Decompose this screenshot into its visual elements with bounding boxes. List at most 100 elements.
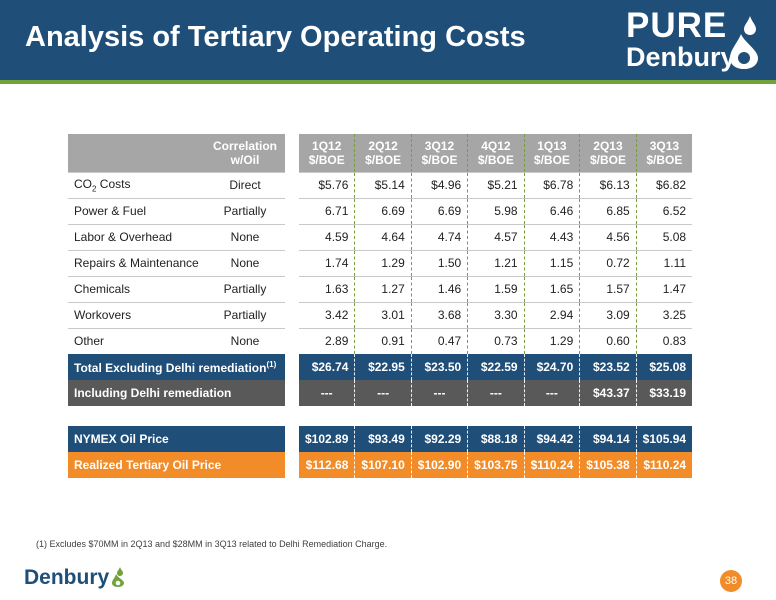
row-value: 1.74 [299, 249, 355, 276]
footer-denbury-logo: Denbury [24, 566, 110, 589]
logo-denbury-text: Denbury [626, 42, 736, 72]
row-value: 1.63 [299, 275, 355, 302]
row-value: 1.50 [410, 249, 468, 276]
row-value: 1.15 [523, 249, 580, 276]
row-value: $112.68 [299, 452, 355, 478]
table-spacer [68, 406, 693, 426]
row-value: 4.74 [410, 223, 468, 250]
footnote: (1) Excludes $70MM in 2Q13 and $28MM in … [36, 539, 388, 549]
row-value: 6.52 [635, 197, 693, 224]
row-correlation: Direct [205, 171, 285, 198]
table-row: Power & Fuel Partially 6.71 6.69 6.69 5.… [68, 197, 693, 224]
column-gap [285, 250, 299, 276]
row-value: 1.11 [635, 249, 693, 276]
row-value: 1.29 [354, 249, 412, 276]
row-value: 3.09 [579, 301, 637, 328]
row-value: 3.68 [410, 301, 468, 328]
correlation-header-line2: w/Oil [230, 152, 260, 167]
row-label: Labor & Overhead [68, 223, 205, 250]
row-value: 0.60 [579, 327, 637, 354]
table-row: CO2 Costs Direct $5.76 $5.14 $4.96 $5.21… [68, 171, 693, 198]
period-quarter: 2Q13 [593, 138, 623, 153]
footer-drop-icon [112, 567, 124, 587]
row-value: --- [467, 380, 525, 406]
row-value: 6.85 [579, 197, 637, 224]
row-value: 4.59 [299, 223, 355, 250]
period-header: 1Q12 $/BOE [299, 134, 355, 172]
operating-costs-table: Correlation w/Oil 1Q12 $/BOE 2Q12 $/BOE 3Q1… [68, 134, 693, 478]
row-value: 6.46 [523, 197, 580, 224]
row-value: $22.95 [354, 354, 412, 380]
row-label-co2-costs: CO2 Costs [68, 171, 205, 198]
period-unit: $/BOE [365, 152, 402, 167]
row-value: $26.74 [299, 354, 355, 380]
row-correlation: None [205, 327, 285, 354]
realized-tertiary-oil-price-row: Realized Tertiary Oil Price $112.68 $107… [68, 452, 693, 478]
row-value: 2.89 [299, 327, 355, 354]
row-value: 3.25 [635, 301, 693, 328]
row-value: 4.57 [467, 223, 525, 250]
header-accent-line [0, 80, 776, 84]
row-value: 0.73 [467, 327, 525, 354]
row-label: Repairs & Maintenance [68, 249, 205, 276]
row-value: $110.24 [635, 452, 693, 478]
table-row: Repairs & Maintenance None 1.74 1.29 1.5… [68, 249, 693, 276]
period-header: 3Q12 $/BOE [410, 134, 468, 172]
row-value: $5.76 [299, 171, 355, 198]
water-drop-icon [730, 16, 758, 69]
including-delhi-row: Including Delhi remediation --- --- --- … [68, 380, 693, 406]
row-label: Power & Fuel [68, 197, 205, 224]
row-value: 4.64 [354, 223, 412, 250]
column-gap [285, 328, 299, 354]
row-value: 4.56 [579, 223, 637, 250]
row-value: 3.42 [299, 301, 355, 328]
header-bar [0, 0, 776, 80]
row-value: 3.01 [354, 301, 412, 328]
page-title: Analysis of Tertiary Operating Costs [25, 21, 526, 53]
column-gap [285, 452, 299, 478]
period-unit: $/BOE [589, 152, 626, 167]
row-value: 1.47 [635, 275, 693, 302]
table-row: Workovers Partially 3.42 3.01 3.68 3.30 … [68, 301, 693, 328]
period-quarter: 1Q13 [537, 138, 567, 153]
row-value: $24.70 [523, 354, 580, 380]
co2-prefix: CO [74, 176, 92, 191]
row-value: 4.43 [523, 223, 580, 250]
period-header: 1Q13 $/BOE [523, 134, 580, 172]
row-value: $22.59 [467, 354, 525, 380]
row-value: $103.75 [467, 452, 525, 478]
period-header: 2Q13 $/BOE [579, 134, 637, 172]
total-footnote-ref: (1) [266, 359, 277, 369]
column-gap [285, 172, 299, 198]
realized-label: Realized Tertiary Oil Price [68, 452, 285, 478]
table-header-row: Correlation w/Oil 1Q12 $/BOE 2Q12 $/BOE 3Q1… [68, 134, 693, 172]
row-value: $105.38 [579, 452, 637, 478]
period-unit: $/BOE [477, 152, 514, 167]
period-unit: $/BOE [533, 152, 570, 167]
correlation-header: Correlation w/Oil [205, 134, 285, 172]
period-quarter: 4Q12 [481, 138, 511, 153]
nymex-label: NYMEX Oil Price [68, 426, 285, 452]
period-header: 4Q12 $/BOE [467, 134, 525, 172]
period-unit: $/BOE [421, 152, 458, 167]
row-value: $5.21 [467, 171, 525, 198]
total-label-text: Total Excluding Delhi remediation [74, 360, 267, 375]
row-value: 1.65 [523, 275, 580, 302]
period-quarter: 3Q12 [424, 138, 455, 153]
row-value: 0.72 [579, 249, 637, 276]
pure-denbury-logo: PURE Denbury [624, 6, 764, 74]
row-value: $6.82 [635, 171, 693, 198]
row-value: $102.89 [299, 426, 355, 452]
column-gap [285, 426, 299, 452]
table-row: Chemicals Partially 1.63 1.27 1.46 1.59 … [68, 275, 693, 302]
period-quarter: 3Q13 [649, 138, 680, 153]
row-value: 0.91 [354, 327, 412, 354]
row-label: Chemicals [68, 275, 205, 302]
row-value: $43.37 [579, 380, 637, 406]
row-correlation: Partially [205, 301, 285, 328]
row-value: $23.50 [410, 354, 468, 380]
row-correlation: Partially [205, 275, 285, 302]
row-value: 1.29 [523, 327, 580, 354]
row-value: $25.08 [635, 354, 693, 380]
logo-pure-text: PURE [626, 6, 728, 45]
